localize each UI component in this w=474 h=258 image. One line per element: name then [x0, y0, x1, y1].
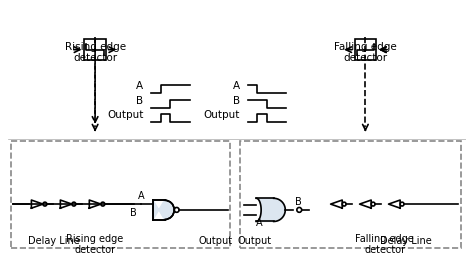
- Text: Falling edge
detector: Falling edge detector: [356, 234, 414, 255]
- Text: Delay Line: Delay Line: [27, 236, 79, 246]
- Bar: [355, 39, 376, 60]
- Text: Delay Line: Delay Line: [380, 236, 432, 246]
- Text: Output: Output: [237, 236, 272, 246]
- Text: Falling edge
detector: Falling edge detector: [334, 42, 397, 63]
- Text: Output: Output: [107, 110, 143, 120]
- Text: A: A: [136, 81, 143, 91]
- Text: A: A: [256, 217, 263, 228]
- Text: Output: Output: [203, 110, 240, 120]
- Polygon shape: [256, 198, 285, 221]
- Text: B: B: [130, 208, 137, 218]
- Text: B: B: [233, 96, 240, 106]
- Text: A: A: [138, 191, 145, 201]
- Text: B: B: [295, 197, 301, 207]
- Text: Rising edge
detector: Rising edge detector: [64, 42, 126, 63]
- Text: Rising edge
detector: Rising edge detector: [66, 234, 124, 255]
- Text: Output: Output: [199, 236, 233, 246]
- Polygon shape: [153, 200, 174, 220]
- Bar: [84, 39, 106, 60]
- Text: A: A: [233, 81, 240, 91]
- Text: B: B: [136, 96, 143, 106]
